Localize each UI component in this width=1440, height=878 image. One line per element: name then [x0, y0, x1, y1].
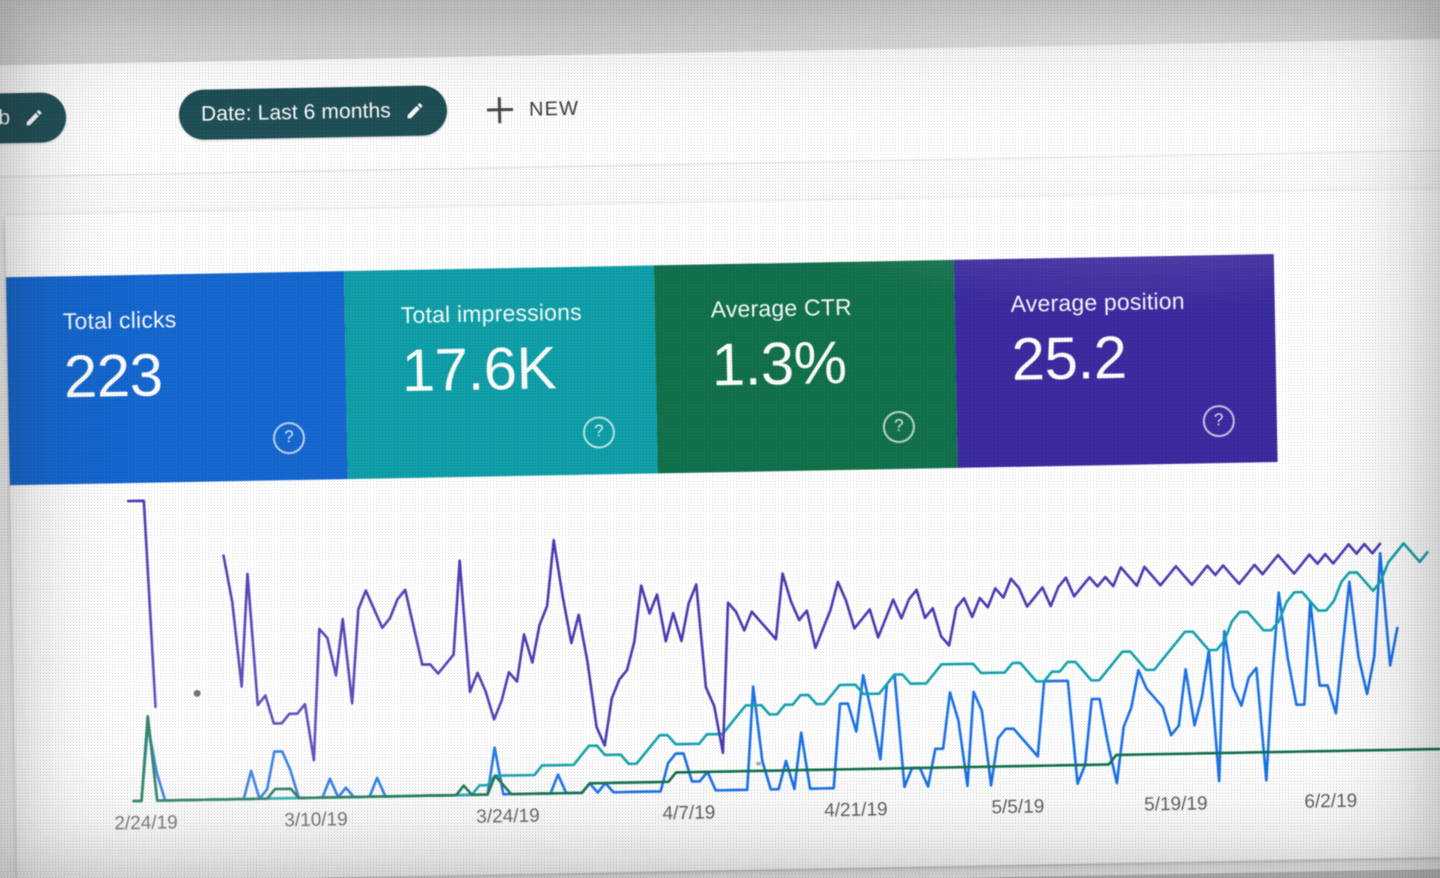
metric-label: Total clicks	[62, 306, 177, 335]
metric-tiles: Total clicks 223 ? Total impressions 17.…	[6, 254, 1278, 486]
metric-tile-total-clicks[interactable]: Total clicks 223 ?	[6, 271, 348, 486]
metric-label: Total impressions	[400, 298, 583, 329]
metric-value: 25.2	[1011, 323, 1128, 393]
plus-icon	[487, 97, 513, 123]
filter-chip-date-label: Date: Last 6 months	[200, 99, 392, 126]
filter-chip-search-type-label: type: Web	[0, 106, 11, 131]
metric-value: 1.3%	[711, 328, 848, 399]
x-axis-tick: 3/24/19	[476, 805, 540, 828]
x-axis-tick: 3/10/19	[284, 809, 348, 832]
x-axis-tick: 5/19/19	[1143, 793, 1208, 816]
pencil-icon	[24, 108, 44, 128]
add-new-filter-button[interactable]: NEW	[487, 89, 580, 131]
performance-card: Total clicks 223 ? Total impressions 17.…	[4, 188, 1440, 878]
help-icon[interactable]: ?	[1202, 404, 1236, 438]
x-axis-tick: 2/24/19	[114, 812, 178, 835]
performance-chart-svg	[126, 499, 1440, 803]
help-icon[interactable]: ?	[582, 416, 616, 449]
add-new-filter-label: NEW	[528, 97, 580, 121]
performance-chart[interactable]: 2/24/19 3/10/19 3/24/19 4/7/19 4/21/19 5/5/19…	[10, 458, 1440, 878]
x-axis-tick: 4/21/19	[824, 799, 888, 822]
metric-value: 17.6K	[401, 334, 557, 405]
help-icon[interactable]: ?	[272, 421, 306, 455]
filter-chip-date[interactable]: Date: Last 6 months	[178, 85, 448, 141]
filter-chip-search-type[interactable]: type: Web	[0, 92, 67, 146]
chart-series-line	[132, 551, 1399, 803]
x-axis-tick: 6/2/19	[1304, 790, 1358, 813]
browser-viewport: type: Web Date: Last 6 months NEW	[0, 37, 1440, 878]
x-axis-tick: 4/7/19	[662, 802, 716, 825]
pencil-icon	[405, 101, 425, 121]
metric-value: 223	[63, 341, 164, 411]
metric-tile-average-ctr[interactable]: Average CTR 1.3% ?	[653, 259, 958, 474]
metric-label: Average position	[1010, 287, 1185, 317]
help-icon[interactable]: ?	[882, 410, 916, 444]
metric-tile-average-position[interactable]: Average position 25.2 ?	[953, 254, 1278, 468]
metric-tile-total-impressions[interactable]: Total impressions 17.6K ?	[343, 265, 658, 480]
x-axis-tick: 5/5/19	[991, 796, 1045, 819]
metric-label: Average CTR	[710, 293, 853, 323]
filter-bar-divider	[0, 148, 1440, 179]
